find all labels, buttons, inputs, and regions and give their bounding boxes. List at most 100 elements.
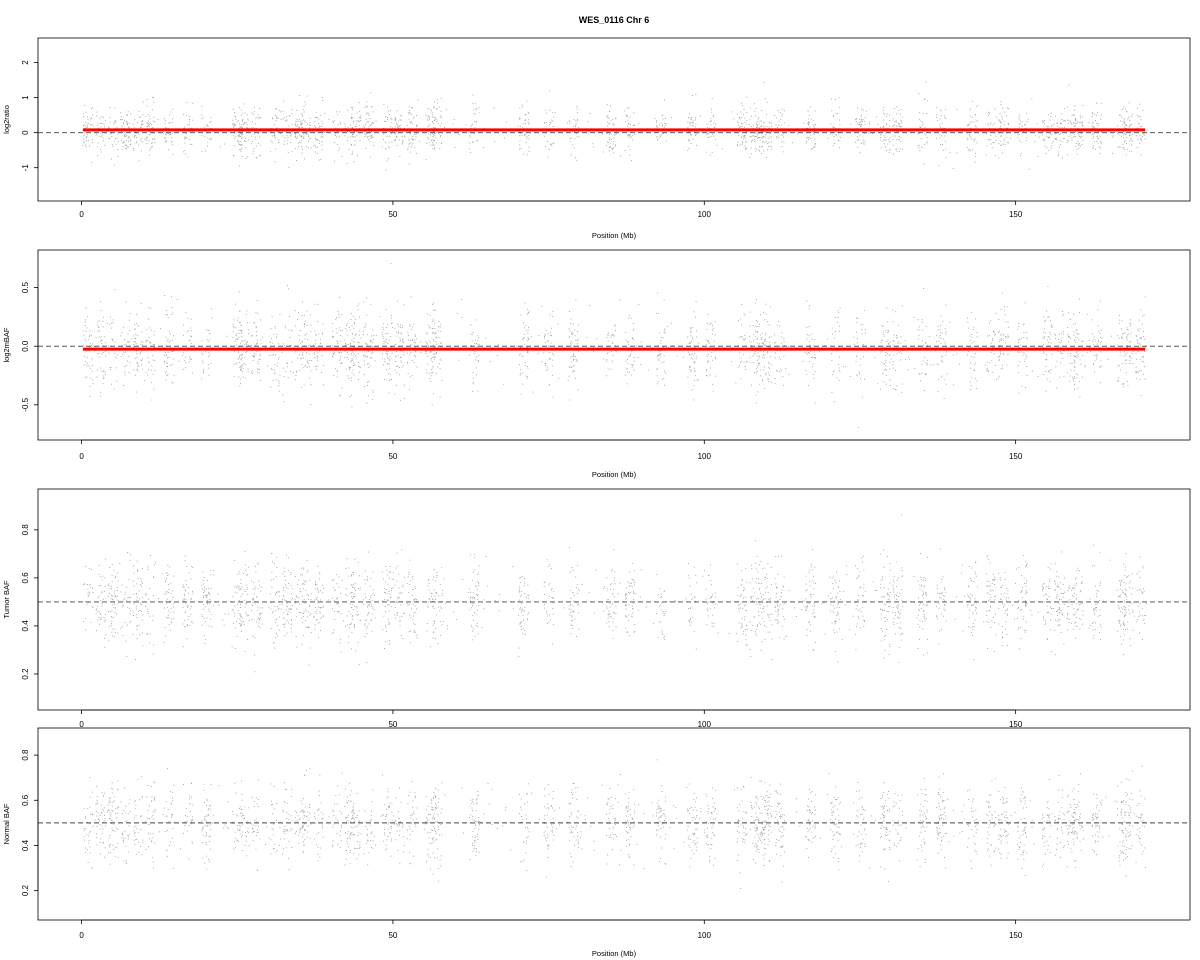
data-point: [525, 375, 527, 377]
data-point: [472, 123, 473, 125]
data-point: [608, 334, 610, 336]
data-point: [744, 121, 746, 123]
data-point: [886, 340, 888, 342]
data-point: [1123, 106, 1125, 108]
data-point: [764, 339, 766, 341]
data-point: [756, 331, 758, 333]
data-point: [999, 127, 1001, 129]
data-point: [864, 329, 866, 330]
data-point: [937, 364, 939, 365]
data-point: [319, 125, 321, 127]
data-point: [859, 373, 860, 375]
data-point: [1023, 352, 1025, 354]
data-point: [705, 375, 707, 376]
data-point: [577, 343, 578, 345]
data-point: [256, 300, 258, 301]
data-point: [992, 142, 994, 143]
data-point: [737, 145, 738, 146]
data-point: [1086, 352, 1088, 353]
data-point: [696, 379, 698, 381]
data-point: [767, 149, 768, 151]
data-point: [776, 136, 778, 137]
data-point: [270, 386, 272, 388]
data-point: [764, 125, 766, 127]
data-point: [578, 126, 580, 128]
data-point: [427, 131, 429, 132]
data-point: [140, 150, 142, 152]
data-point: [921, 319, 923, 321]
data-point: [1129, 124, 1131, 126]
data-point: [286, 362, 288, 364]
data-point: [763, 121, 765, 123]
data-point: [253, 355, 255, 357]
data-point: [1057, 351, 1059, 352]
data-point: [402, 338, 404, 340]
data-point: [363, 355, 365, 357]
data-point: [476, 140, 478, 142]
data-point: [1124, 132, 1126, 134]
data-point: [519, 133, 521, 135]
data-point: [629, 149, 631, 151]
data-point: [284, 345, 285, 346]
data-point: [998, 346, 1000, 348]
data-point: [89, 336, 90, 338]
data-point: [736, 144, 738, 145]
data-point: [391, 133, 392, 135]
data-point: [1044, 140, 1046, 142]
data-point: [883, 381, 885, 383]
data-point: [519, 131, 520, 133]
data-point: [345, 368, 347, 370]
data-point: [152, 344, 154, 345]
data-point: [95, 346, 97, 348]
data-point: [388, 339, 390, 341]
data-point: [1097, 142, 1099, 144]
data-point: [1017, 134, 1019, 136]
data-point: [737, 122, 739, 123]
data-point: [142, 123, 144, 125]
data-point: [741, 324, 743, 326]
data-point: [240, 367, 242, 369]
data-point: [549, 124, 550, 125]
data-point: [1098, 130, 1099, 132]
data-point: [1137, 339, 1139, 341]
data-point: [1082, 121, 1083, 123]
data-point: [387, 358, 389, 360]
data-point: [631, 134, 633, 136]
data-point: [1067, 372, 1068, 374]
data-point: [609, 111, 610, 112]
data-point: [895, 389, 897, 390]
data-point: [432, 121, 434, 123]
data-point: [1072, 376, 1074, 378]
data-point: [117, 127, 119, 129]
data-point: [146, 122, 148, 124]
data-point: [766, 131, 768, 133]
data-point: [1123, 351, 1125, 353]
data-point: [399, 340, 401, 342]
data-point: [434, 134, 436, 136]
data-point: [893, 334, 895, 336]
data-point: [693, 385, 695, 387]
data-point: [89, 386, 91, 387]
data-point: [551, 327, 552, 329]
data-point: [1075, 356, 1076, 357]
data-point: [969, 389, 971, 390]
data-point: [135, 333, 137, 335]
data-point: [1018, 118, 1020, 120]
data-point: [276, 108, 277, 110]
data-point: [475, 356, 477, 358]
data-point: [608, 332, 609, 334]
data-point: [1069, 363, 1071, 365]
data-point: [838, 133, 840, 135]
data-point: [251, 143, 252, 145]
data-point: [806, 300, 808, 302]
data-point: [758, 362, 760, 364]
data-point: [969, 122, 971, 124]
data-point: [781, 342, 782, 344]
data-point: [705, 339, 707, 341]
data-point: [301, 114, 303, 116]
data-point: [740, 318, 742, 320]
data-point: [1091, 131, 1093, 132]
data-point: [663, 126, 665, 128]
data-point: [1006, 364, 1008, 366]
data-point: [415, 342, 416, 344]
